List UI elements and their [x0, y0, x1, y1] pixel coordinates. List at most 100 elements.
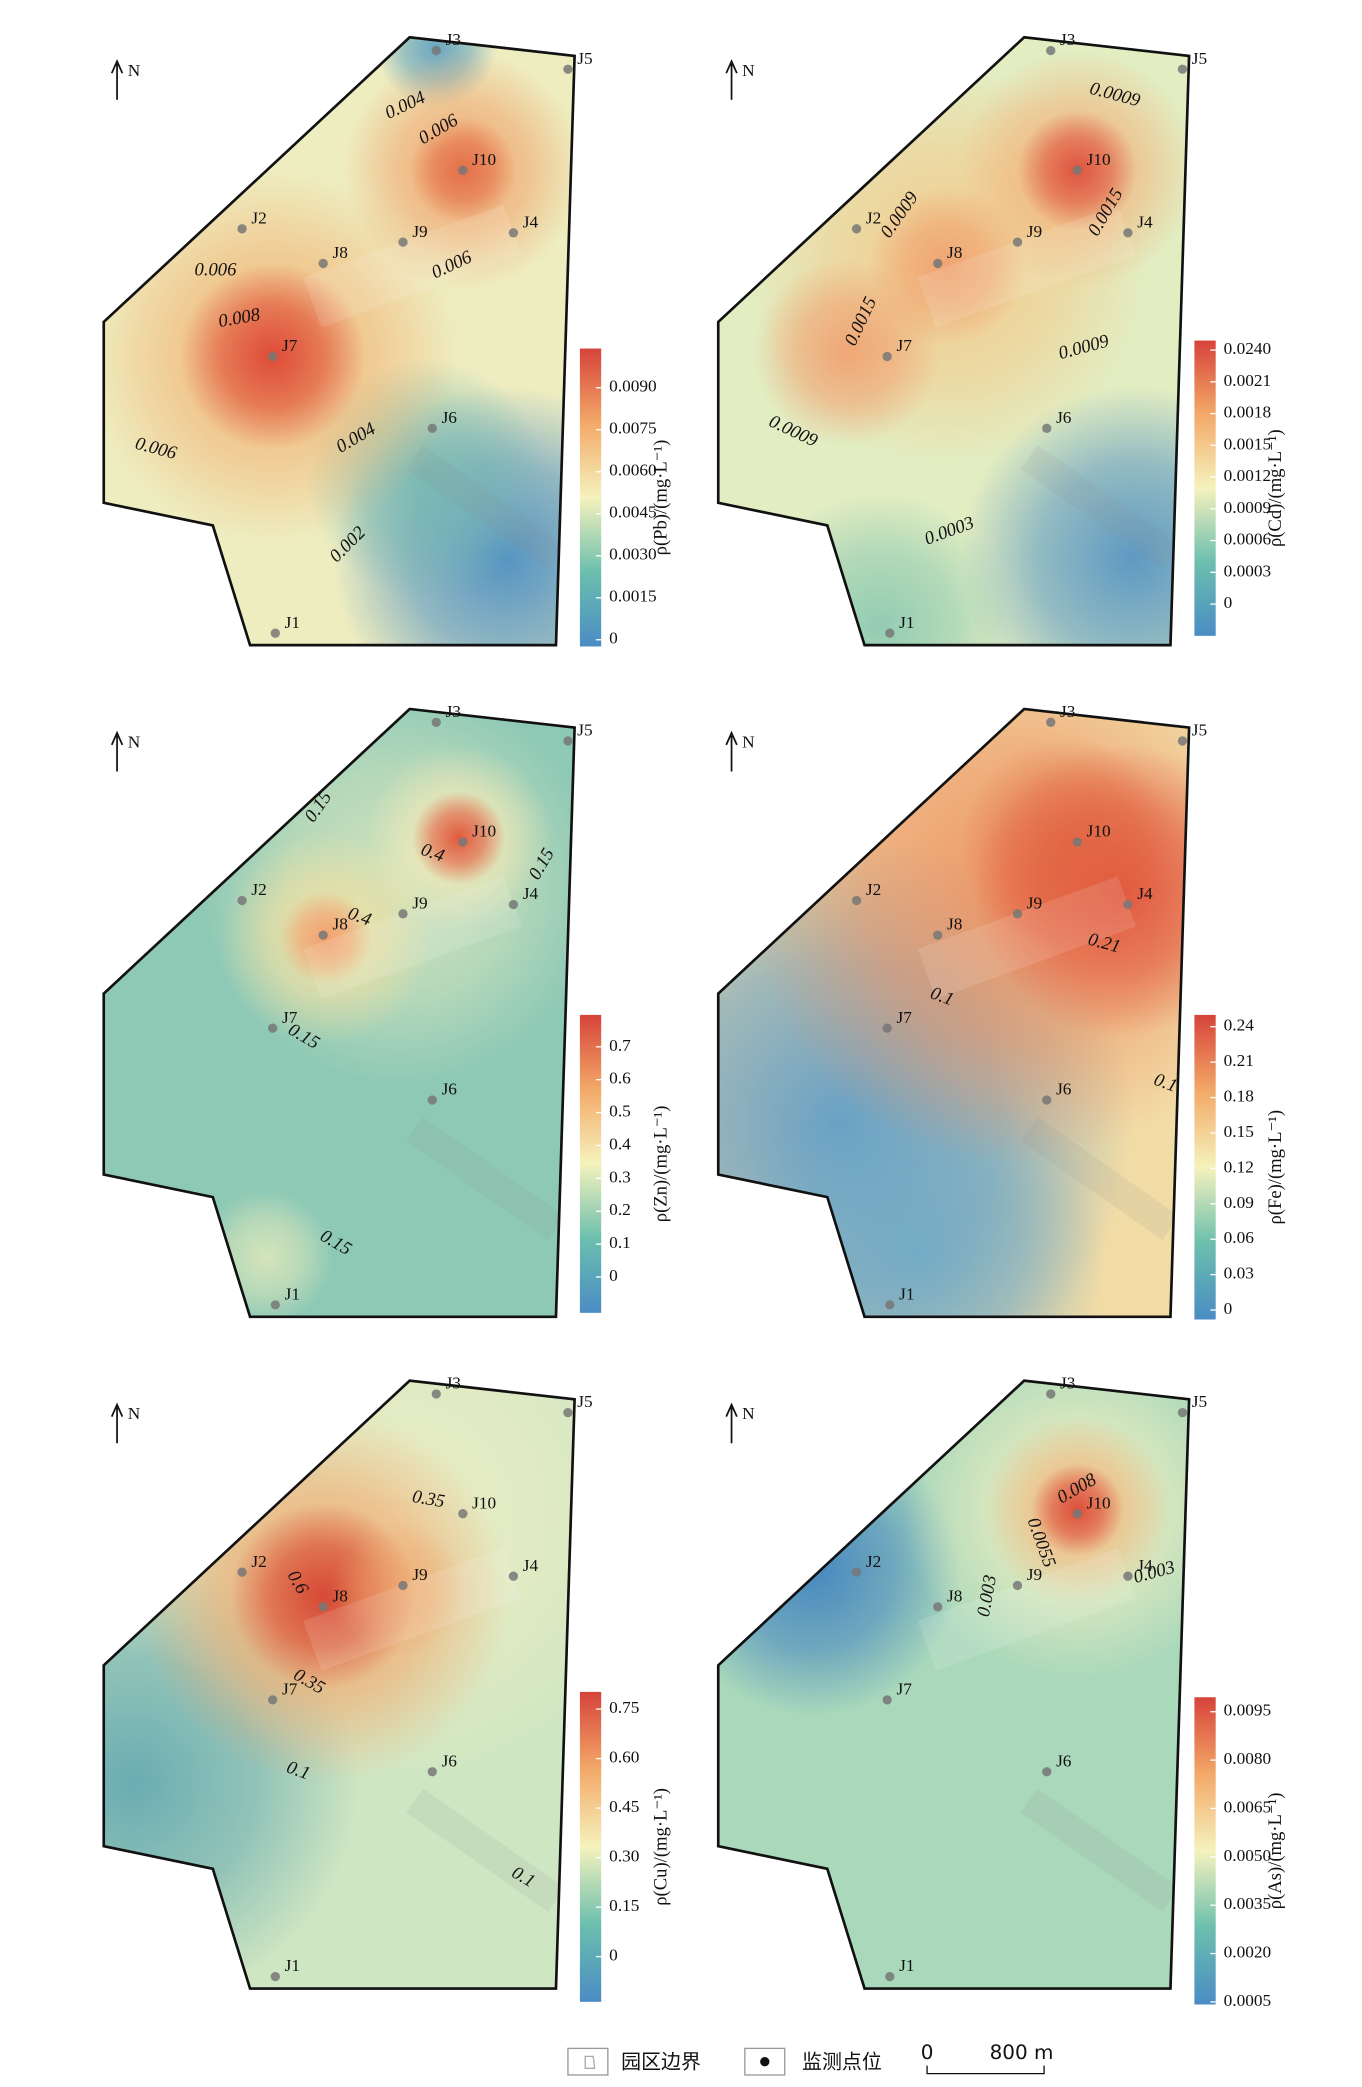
station-point — [1042, 423, 1052, 433]
station-point — [1072, 165, 1083, 175]
station-point — [563, 736, 573, 746]
station-point — [1072, 1509, 1083, 1519]
colorbar-tick-label: 0 — [609, 1266, 618, 1285]
colorbar-tick-label: 0.75 — [609, 1698, 639, 1717]
parcel — [917, 1548, 1136, 1671]
colorbar-tick-label: 0.0020 — [1224, 1943, 1272, 1962]
station-point — [1123, 228, 1133, 238]
station-point — [882, 1023, 892, 1033]
station-point — [268, 351, 278, 362]
colorbar-tick-label: 0.0021 — [1224, 371, 1272, 390]
station-label: J7 — [282, 1680, 298, 1699]
colorbar-tick-label: 0.0018 — [1224, 403, 1272, 422]
station-label: J1 — [899, 1956, 914, 1975]
station-point — [268, 1695, 278, 1705]
station-point — [882, 1695, 892, 1705]
station-label: J3 — [1060, 702, 1075, 721]
station-label: J6 — [1056, 1751, 1072, 1770]
colorbar-tick-label: 0.2 — [609, 1200, 631, 1219]
colorbar-tick-label: 0 — [609, 1946, 618, 1965]
legend: 园区边界 监测点位 0 800 m — [567, 2040, 1053, 2076]
station-point — [431, 717, 441, 727]
station-label: J5 — [1192, 49, 1207, 68]
station-label: J10 — [1087, 822, 1111, 841]
station-point — [431, 1389, 441, 1399]
station-label: J10 — [1087, 1493, 1111, 1512]
station-point — [1042, 1767, 1052, 1777]
station-label: J9 — [1027, 222, 1042, 241]
station-point — [427, 1767, 437, 1777]
station-point — [237, 224, 247, 234]
station-label: J3 — [1060, 30, 1075, 49]
station-label: J8 — [333, 915, 348, 934]
station-label: J4 — [1137, 884, 1153, 903]
station-point — [458, 837, 468, 847]
station-label: J5 — [1192, 721, 1207, 740]
station-label: J1 — [285, 1956, 300, 1975]
station-label: J2 — [251, 1552, 266, 1571]
colorbar-tick-label: 0.0030 — [609, 545, 657, 564]
colorbar-tick-label: 0.0075 — [609, 419, 657, 438]
station-label: J8 — [333, 243, 348, 262]
colorbar-tick-label: 0.0090 — [609, 377, 657, 396]
colorbar — [579, 1691, 602, 2002]
station-point — [237, 1567, 247, 1577]
station-point — [1012, 909, 1023, 919]
contour-label: 0.006 — [195, 260, 238, 281]
colorbar-title: ρ(Fe)/(mg·L⁻¹) — [1265, 1110, 1286, 1225]
station-point — [885, 628, 895, 638]
colorbar — [579, 1014, 602, 1313]
colorbar-tick-label: 0.0015 — [609, 587, 657, 606]
station-label: J7 — [282, 336, 298, 355]
station-point — [1012, 1580, 1023, 1591]
station-point — [851, 224, 862, 234]
colorbar-tick-label: 0.21 — [1224, 1051, 1254, 1070]
north-label: N — [742, 61, 755, 80]
colorbar-tick-label: 0.0045 — [609, 503, 657, 522]
station-point — [563, 64, 573, 74]
colorbar-tick-label: 0.0003 — [1224, 561, 1272, 580]
station-point — [508, 228, 519, 238]
station-point — [1042, 1095, 1052, 1105]
station-label: J5 — [577, 721, 592, 740]
station-point — [427, 1095, 437, 1105]
station-label: J4 — [1137, 1556, 1153, 1575]
station-label: J3 — [1060, 1374, 1075, 1393]
colorbar-tick-label: 0.45 — [609, 1797, 639, 1816]
parcel — [406, 1788, 565, 1912]
north-arrow — [110, 1402, 124, 1444]
colorbar-tick-label: 0.0015 — [1224, 434, 1272, 453]
colorbar-title: ρ(As)/(mg·L⁻¹) — [1265, 1793, 1286, 1910]
colorbar-tick-label: 0.30 — [609, 1847, 639, 1866]
station-label: J6 — [442, 1080, 458, 1099]
station-label: J4 — [523, 212, 539, 231]
station-point — [398, 1580, 408, 1591]
colorbar-tick-label: 0 — [1224, 1299, 1233, 1318]
station-label: J2 — [866, 1552, 881, 1571]
colorbar-tick-label: 0.0050 — [1224, 1846, 1272, 1865]
concentration-zone — [960, 385, 1190, 646]
station-label: J7 — [896, 1008, 912, 1027]
station-point — [318, 258, 328, 269]
colorbar-tick-label: 0.0009 — [1224, 498, 1272, 517]
station-point — [1177, 64, 1188, 74]
station-label: J9 — [1027, 1565, 1042, 1584]
parcel — [406, 1116, 565, 1241]
colorbar-title: ρ(Cu)/(mg·L⁻¹) — [651, 1788, 672, 1906]
concentration-zone — [332, 1522, 466, 1657]
concentration-zone — [412, 791, 506, 885]
station-point — [563, 1407, 573, 1418]
station-label: J7 — [896, 1680, 912, 1699]
boundary-label: 园区边界 — [621, 2050, 701, 2074]
colorbar-tick-label: 0.3 — [609, 1167, 631, 1186]
colorbar-tick-label: 0.4 — [609, 1134, 631, 1153]
park-boundary — [716, 35, 1191, 647]
colorbar — [1194, 1014, 1216, 1320]
map-area — [103, 708, 575, 1317]
station-label: J9 — [1027, 893, 1042, 912]
station-label: J2 — [866, 880, 881, 899]
colorbar-tick-label: 0.6 — [609, 1069, 631, 1088]
